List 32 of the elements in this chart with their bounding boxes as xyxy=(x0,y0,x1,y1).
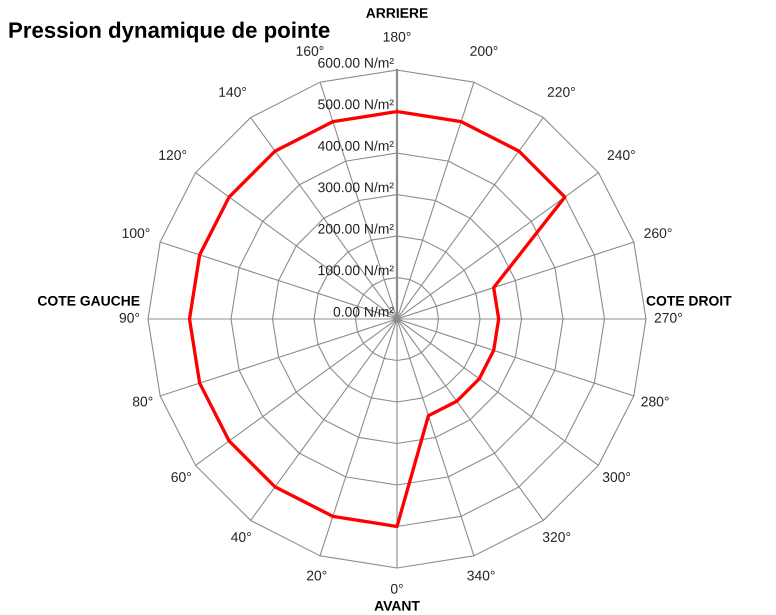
spoke-label: 0° xyxy=(390,584,403,594)
spoke-label: 260° xyxy=(644,228,672,238)
spoke-label: 60° xyxy=(171,472,191,482)
y-tick-label: 400.00 N/m² xyxy=(318,140,394,151)
spoke-label: 100° xyxy=(122,228,150,238)
spoke-label: 280° xyxy=(641,396,669,406)
spoke-label: 120° xyxy=(159,150,186,160)
spoke-label: 140° xyxy=(219,87,246,97)
text: COTE DROIT xyxy=(646,296,732,306)
text: COTE GAUCHE xyxy=(38,296,140,306)
spoke-label: 200° xyxy=(470,46,498,56)
spoke-label: 220° xyxy=(548,87,575,97)
y-tick-label: 200.00 N/m² xyxy=(318,224,394,234)
spoke-label: 270° xyxy=(654,312,682,323)
y-tick-label: 300.00 N/m² xyxy=(318,182,394,192)
y-tick-label: 0.00 N/m² xyxy=(334,306,394,317)
chart-title: Pression dynamique de pointe xyxy=(9,22,330,42)
text: ARRIERE xyxy=(366,8,428,18)
spoke-label: 90° xyxy=(120,312,140,323)
spoke-label: 240° xyxy=(608,150,635,160)
spoke-label: 40° xyxy=(231,532,251,542)
spoke-label: 320° xyxy=(542,532,570,542)
y-tick-label: 100.00 N/m² xyxy=(318,265,394,276)
text: AVANT xyxy=(374,601,420,611)
spoke-label: 160° xyxy=(296,46,324,56)
spoke-label: 340° xyxy=(467,570,495,580)
y-tick-label: 500.00 N/m² xyxy=(318,99,394,110)
spoke-label: 80° xyxy=(132,396,152,406)
spoke-label: 20° xyxy=(306,570,326,580)
spoke-label: 180° xyxy=(384,32,411,42)
y-tick-label: 600.00 N/m² xyxy=(318,58,394,68)
spoke-label: 300° xyxy=(602,472,630,482)
